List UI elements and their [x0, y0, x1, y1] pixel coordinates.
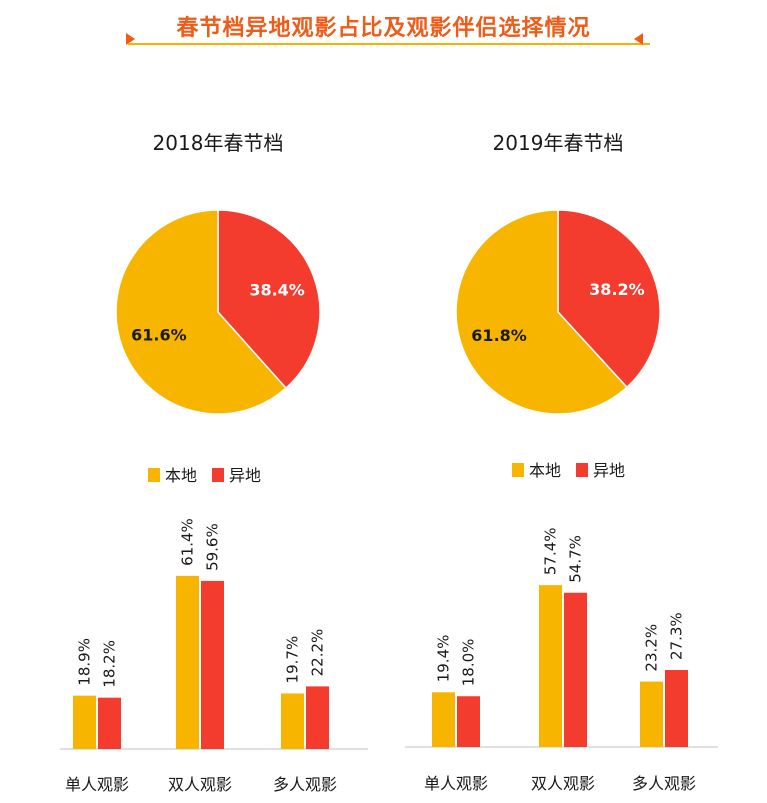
bar-value-label: 19.4% — [435, 635, 453, 683]
legend-swatch — [512, 463, 524, 477]
pie-slice-label: 38.4% — [249, 280, 305, 299]
pie-slice — [217, 209, 321, 390]
bar-value-label: 19.7% — [284, 636, 302, 684]
legend-swatch — [148, 468, 160, 482]
bar-value-label: 27.3% — [668, 612, 686, 660]
page-title: 春节档异地观影占比及观影伴侣选择情况 — [176, 16, 591, 41]
left-triangle-icon — [126, 33, 135, 45]
legend-label: 异地 — [593, 461, 625, 480]
bar-value-label: 22.2% — [309, 629, 327, 677]
bar — [98, 697, 121, 749]
bar-value-label: 54.7% — [567, 535, 585, 583]
pie-title: 2018年春节档 — [153, 131, 284, 155]
bar — [306, 686, 329, 749]
bar-value-label: 18.9% — [76, 638, 94, 686]
bar-value-label: 18.2% — [101, 640, 119, 688]
bar — [176, 575, 199, 749]
bar-value-label: 59.6% — [204, 523, 222, 571]
category-label: 双人观影 — [168, 775, 232, 794]
bar — [457, 696, 480, 747]
pie-slice — [557, 209, 661, 389]
bar — [432, 692, 455, 747]
category-label: 单人观影 — [424, 774, 488, 793]
pie-slice-label: 38.2% — [589, 280, 645, 299]
bar-value-label: 61.4% — [179, 518, 197, 566]
category-label: 多人观影 — [632, 774, 696, 793]
bar — [564, 592, 587, 747]
bar-value-label: 18.0% — [460, 639, 478, 687]
legend-label: 本地 — [165, 466, 197, 485]
pie-slice-label: 61.8% — [471, 326, 527, 345]
bar-value-label: 57.4% — [542, 527, 560, 575]
right-triangle-icon — [634, 33, 643, 45]
category-label: 多人观影 — [273, 775, 337, 794]
pie-slice-label: 61.6% — [131, 326, 187, 345]
pie-slice — [455, 209, 628, 415]
header: 春节档异地观影占比及观影伴侣选择情况 — [0, 0, 767, 62]
legend-swatch — [576, 463, 588, 477]
bar — [665, 670, 688, 747]
title-underline — [128, 43, 650, 45]
bar — [640, 681, 663, 747]
legend-label: 本地 — [529, 461, 561, 480]
pie-slice — [115, 209, 287, 415]
bar — [201, 580, 224, 749]
bar-value-label: 23.2% — [643, 624, 661, 672]
bar — [539, 585, 562, 747]
category-label: 单人观影 — [65, 775, 129, 794]
legend-label: 异地 — [229, 466, 261, 485]
legend-swatch — [212, 468, 224, 482]
bar — [281, 693, 304, 749]
category-label: 双人观影 — [531, 774, 595, 793]
bar — [73, 695, 96, 749]
pie-title: 2019年春节档 — [493, 131, 624, 155]
